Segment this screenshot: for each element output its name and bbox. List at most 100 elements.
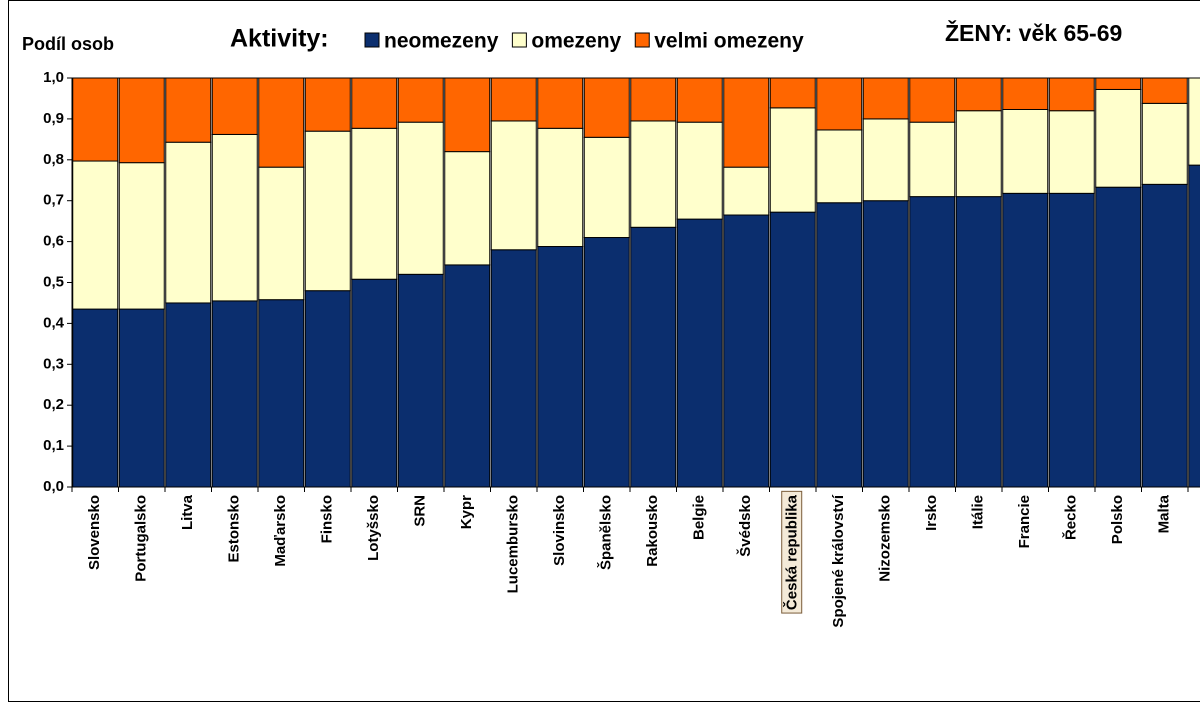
bar-segment	[397, 121, 444, 275]
bar-segment	[1188, 164, 1200, 488]
bar-segment	[165, 141, 212, 304]
x-tick-label: Rakousko	[644, 495, 661, 567]
legend-label: omezeny	[531, 30, 621, 53]
bar-segment	[1141, 183, 1188, 488]
x-tick-label: SRN	[412, 495, 429, 527]
bar-segment	[676, 121, 723, 220]
bar-segment	[955, 110, 1002, 198]
x-tick-label: Španělsko	[597, 495, 615, 570]
x-tick-label: Maďarsko	[272, 495, 289, 567]
bar-segment	[351, 278, 398, 488]
bar-segment	[955, 77, 1002, 112]
y-tick-label: 0,8	[43, 151, 64, 168]
bar-segment	[304, 130, 351, 292]
bar-segment	[490, 120, 537, 251]
legend-label: velmi omezeny	[654, 30, 804, 53]
bar-segment	[118, 77, 165, 164]
legend-swatch	[364, 32, 380, 48]
x-tick-label: Itálie	[970, 495, 987, 529]
bar-segment	[165, 302, 212, 488]
x-tick-label: Spojené království	[830, 494, 847, 627]
bar-segment	[304, 290, 351, 488]
x-tick-label: Estonsko	[226, 495, 243, 563]
bar-segment	[769, 107, 816, 213]
bar-segment	[909, 77, 956, 123]
x-tick-label: Švédsko	[736, 495, 754, 557]
bar-segment	[351, 77, 398, 129]
y-tick-label: 0,1	[43, 437, 64, 454]
bar-segment	[258, 166, 305, 301]
y-tick-label: 0,7	[43, 192, 64, 209]
bar-segment	[816, 77, 863, 131]
bar-segment	[304, 77, 351, 132]
y-tick-label: 0,2	[43, 396, 64, 413]
bar-segment	[630, 120, 677, 228]
bar-segment	[630, 226, 677, 488]
bar-segment	[630, 77, 677, 122]
legend-swatch	[511, 32, 527, 48]
bar-segment	[909, 121, 956, 198]
bar-segment	[862, 77, 909, 120]
bar-segment	[118, 308, 165, 488]
bar-segment	[723, 214, 770, 488]
bar-segment	[490, 249, 537, 488]
bar-segment	[258, 299, 305, 488]
y-tick-label: 0,4	[43, 314, 65, 331]
bar-segment	[862, 118, 909, 202]
chart-title: ŽENY: věk 65-69	[945, 19, 1122, 46]
bar-segment	[676, 218, 723, 488]
x-tick-label: Kypr	[458, 495, 475, 529]
bar-segment	[723, 166, 770, 216]
bar-segment	[211, 300, 258, 488]
bar-segment	[1002, 108, 1049, 194]
x-tick-label: Lucembursko	[505, 495, 522, 593]
bar-segment	[72, 308, 119, 488]
x-tick-label: Malta	[1156, 494, 1173, 533]
bar-segment	[351, 127, 398, 280]
bar-segment	[211, 77, 258, 135]
x-tick-label: Portugalsko	[133, 495, 150, 582]
x-tick-label: Nizozemsko	[877, 495, 894, 582]
bar-segment	[1095, 88, 1142, 188]
y-tick-label: 0,9	[43, 110, 64, 127]
x-tick-label: Litva	[179, 494, 196, 530]
x-tick-label: Lotyšsko	[365, 495, 382, 561]
x-tick-label: Belgie	[691, 495, 708, 540]
bar-segment	[909, 196, 956, 488]
legend-title: Aktivity:	[230, 25, 329, 53]
y-tick-label: 0,0	[43, 478, 64, 495]
bar-segment	[583, 237, 630, 488]
x-tick-label: Finsko	[319, 495, 336, 543]
x-tick-label: Česká republika	[783, 494, 801, 610]
bar-segment	[676, 77, 723, 123]
x-tick-label: Francie	[1016, 495, 1033, 548]
bar-segment	[258, 77, 305, 168]
bar-segment	[165, 77, 212, 143]
bar-segment	[1095, 186, 1142, 488]
bar-segment	[397, 273, 444, 488]
bar-segment	[72, 160, 119, 310]
bar-segment	[1188, 77, 1200, 166]
bar-segment	[72, 77, 119, 162]
legend-swatch	[634, 32, 650, 48]
y-tick-label: 0,3	[43, 355, 64, 372]
x-tick-label: Slovensko	[86, 495, 103, 570]
bar-segment	[444, 77, 491, 153]
x-tick-label: Slovinsko	[551, 495, 568, 566]
y-tick-label: 0,5	[43, 273, 64, 290]
legend-label: neomezeny	[384, 30, 499, 53]
bar-segment	[397, 77, 444, 123]
bar-segment	[1095, 77, 1142, 90]
bar-segment	[862, 200, 909, 488]
y-tick-label: 1,0	[43, 69, 64, 86]
y-tick-label: 0,6	[43, 233, 64, 250]
bar-segment	[118, 162, 165, 310]
bar-segment	[537, 127, 584, 248]
bar-segment	[583, 136, 630, 239]
bar-segment	[816, 202, 863, 488]
bar-segment	[816, 129, 863, 204]
bar-segment	[583, 77, 630, 138]
bar-segment	[1048, 192, 1095, 488]
bar-segment	[1141, 102, 1188, 185]
